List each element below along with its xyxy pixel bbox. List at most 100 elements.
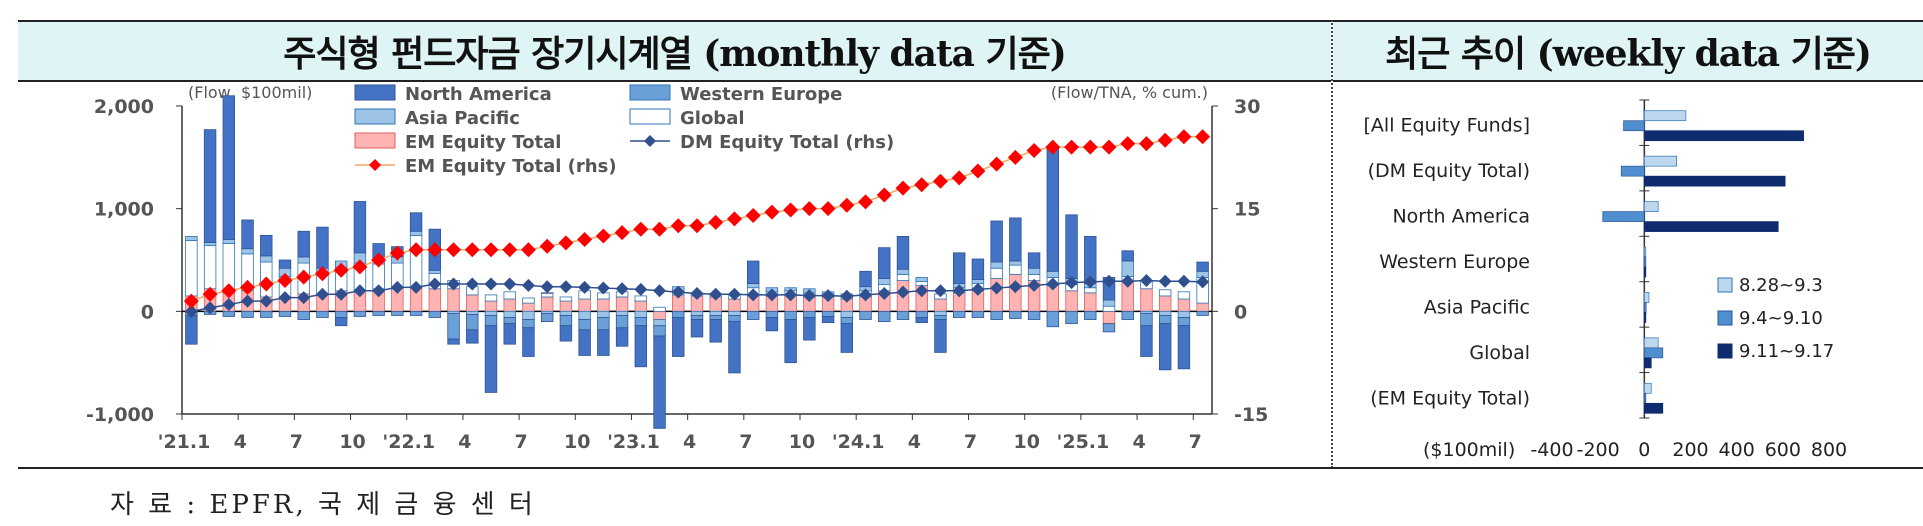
bar-north-america (971, 258, 985, 280)
bar-asia-pacific (578, 310, 591, 320)
dm-point (915, 284, 929, 298)
em-point (1157, 132, 1173, 148)
legend-swatch-marker (644, 135, 656, 147)
em-point (389, 245, 405, 261)
bar-em-equity-total (597, 298, 610, 312)
legend-swatch (354, 108, 396, 125)
dm-point (372, 284, 386, 298)
bar-western-europe (334, 310, 348, 318)
bar-north-america (578, 329, 591, 356)
dm-point (1065, 276, 1079, 290)
bar-western-europe (1158, 315, 1172, 325)
weekly-legend-label: 8.28~9.3 (1739, 275, 1823, 296)
dm-point (1046, 277, 1060, 291)
bar-western-europe (428, 310, 442, 318)
bar-asia-pacific (1177, 310, 1191, 318)
x-tick-label: 10 (339, 431, 365, 453)
bar-western-europe (952, 310, 966, 318)
bar-western-europe (1065, 310, 1078, 325)
dm-point (877, 287, 891, 301)
weekly-x-tick-label: 400 (1719, 439, 1755, 461)
x-tick-label: 4 (234, 431, 247, 453)
dm-point (465, 277, 479, 291)
bar-western-europe (297, 310, 310, 320)
em-point (783, 202, 799, 218)
weekly-x-tick-label: 800 (1811, 439, 1847, 461)
em-point (745, 208, 761, 224)
bar-em-equity-total (503, 298, 516, 312)
dm-point (184, 304, 198, 318)
bar-north-america (597, 329, 610, 356)
dm-point (1196, 275, 1210, 289)
em-point (371, 252, 387, 268)
bar-western-europe (859, 310, 872, 320)
bar-western-europe (765, 310, 779, 318)
dm-point (409, 280, 423, 294)
em-point (1082, 139, 1098, 155)
bar-global (522, 297, 535, 304)
em-point (333, 262, 349, 278)
bar-western-europe (690, 315, 704, 320)
weekly-bar (1643, 302, 1647, 313)
bar-north-america (878, 247, 891, 279)
dm-point (503, 277, 517, 291)
bar-north-america (503, 323, 516, 345)
bar-asia-pacific (1027, 267, 1041, 275)
x-tick-label: 10 (564, 431, 590, 453)
weekly-chart-title: 최근 추이 (weekly data 기준) (1333, 20, 1923, 82)
bar-asia-pacific (185, 235, 198, 241)
dm-point (671, 285, 685, 299)
dm-point (634, 282, 648, 296)
weekly-bar (1643, 110, 1687, 122)
weekly-category-label: (DM Equity Total) (1368, 160, 1530, 182)
em-point (464, 242, 480, 258)
bar-western-europe (522, 319, 535, 329)
weekly-bar (1643, 175, 1786, 187)
em-point (502, 242, 518, 258)
bar-global (503, 291, 516, 300)
dm-point (428, 277, 442, 291)
bar-western-europe (578, 319, 591, 331)
dm-point (278, 291, 292, 305)
weekly-category-label: Western Europe (1379, 251, 1530, 273)
dm-point (746, 288, 760, 302)
bar-em-equity-total (1102, 310, 1116, 325)
bar-north-america (316, 226, 329, 269)
legend-label: EM Equity Total (405, 132, 561, 153)
bar-asia-pacific (690, 310, 704, 316)
dm-point (727, 287, 741, 301)
bar-western-europe (409, 310, 423, 316)
bar-western-europe (447, 312, 460, 340)
bar-em-equity-total (634, 300, 648, 312)
weekly-bar (1643, 256, 1647, 268)
bar-western-europe (896, 310, 910, 320)
em-point (277, 273, 293, 289)
em-point (577, 231, 593, 247)
dm-point (334, 287, 348, 301)
em-point (446, 242, 462, 258)
x-tick-label: 4 (458, 431, 471, 453)
em-point (258, 276, 274, 292)
bar-western-europe (840, 317, 854, 325)
bar-north-america (859, 270, 872, 288)
bar-em-equity-total (1140, 288, 1153, 312)
bar-north-america (634, 325, 648, 368)
bar-western-europe (878, 310, 891, 322)
bar-north-america (241, 219, 254, 250)
em-point (427, 242, 443, 258)
bar-north-america (615, 327, 629, 347)
weekly-legend-swatch (1717, 310, 1733, 326)
bar-asia-pacific (615, 310, 629, 316)
dm-point (203, 301, 217, 315)
bar-north-america (1121, 250, 1134, 262)
dm-point (353, 284, 367, 298)
weekly-category-label: North America (1392, 206, 1530, 228)
dm-point (709, 287, 723, 301)
legend-swatch (354, 132, 396, 149)
dm-point (1139, 274, 1153, 288)
bar-western-europe (934, 315, 947, 320)
x-tick-label: '24.1 (832, 431, 885, 453)
bar-western-europe (353, 310, 367, 317)
weekly-x-tick-label: -400 (1530, 439, 1573, 461)
bar-north-america (653, 335, 666, 429)
